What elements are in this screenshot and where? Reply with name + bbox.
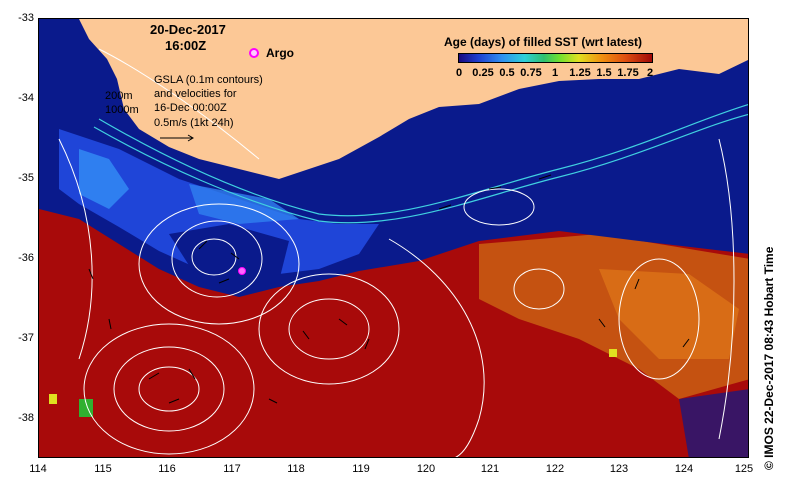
ocean-orange-patch	[599, 269, 739, 359]
x-tick-label: 120	[416, 463, 436, 475]
x-tick-label: 124	[674, 463, 694, 475]
velocity-arrows	[88, 174, 690, 404]
colorbar	[458, 53, 653, 63]
velocity-scale-arrow	[160, 134, 194, 142]
isobath-200m	[98, 103, 748, 217]
colorbar-title: Age (days) of filled SST (wrt latest)	[444, 35, 643, 49]
x-tick-label: 115	[94, 463, 112, 475]
gsla-contours	[58, 48, 735, 457]
y-tick-label: -36	[18, 252, 34, 264]
gsla-note-line: 16-Dec 00:00Z	[154, 102, 227, 114]
map-time: 16:00Z	[165, 38, 207, 53]
y-tick-label: -35	[18, 172, 34, 184]
yellow-patch	[49, 394, 57, 404]
argo-legend-label: Argo	[266, 46, 294, 60]
x-tick-label: 123	[609, 463, 629, 475]
colorbar-tick: 1.5	[596, 67, 612, 79]
x-tick-label: 125	[734, 463, 754, 475]
colorbar-tick: 1	[551, 67, 559, 79]
argo-float-position	[238, 267, 246, 275]
isobath-1000m-label: 1000m	[105, 104, 139, 116]
colorbar-tick: 1.25	[569, 67, 591, 79]
colorbar-tick: 0.25	[472, 67, 494, 79]
x-tick-label: 122	[545, 463, 565, 475]
x-tick-label: 118	[287, 463, 305, 475]
y-tick-label: -38	[18, 412, 34, 424]
x-tick-label: 119	[352, 463, 370, 475]
isobath-200m-label: 200m	[105, 90, 133, 102]
gsla-note-line: GSLA (0.1m contours)	[154, 74, 263, 86]
gsla-note-line: and velocities for	[154, 88, 237, 100]
x-tick-label: 114	[29, 463, 47, 475]
y-tick-label: -34	[18, 92, 34, 104]
colorbar-tick: 0.5	[499, 67, 515, 79]
isobath-1000m	[93, 113, 748, 224]
imos-credit: © IMOS 22-Dec-2017 08:43 Hobart Time	[762, 246, 776, 470]
argo-legend-marker	[249, 48, 259, 58]
ocean-deep-blue-lobe	[169, 224, 289, 294]
x-tick-label: 117	[223, 463, 241, 475]
colorbar-tick: 0.75	[520, 67, 542, 79]
gsla-note-line: 0.5m/s (1kt 24h)	[154, 117, 234, 129]
yellow-patch-2	[609, 349, 617, 357]
ocean-light-blue-patch-2	[189, 184, 299, 224]
sst-map-canvas	[39, 19, 748, 457]
ocean-light-blue-patch	[79, 149, 129, 209]
colorbar-tick: 1.75	[617, 67, 639, 79]
ocean-blue-southeast	[679, 389, 748, 457]
colorbar-tick: 2	[646, 67, 654, 79]
colorbar-tick: 0	[455, 67, 463, 79]
x-tick-label: 121	[480, 463, 500, 475]
y-tick-label: -37	[18, 332, 34, 344]
sst-map	[38, 18, 749, 458]
y-tick-label: -33	[18, 12, 34, 24]
x-tick-label: 116	[158, 463, 176, 475]
map-date: 20-Dec-2017	[150, 22, 226, 37]
